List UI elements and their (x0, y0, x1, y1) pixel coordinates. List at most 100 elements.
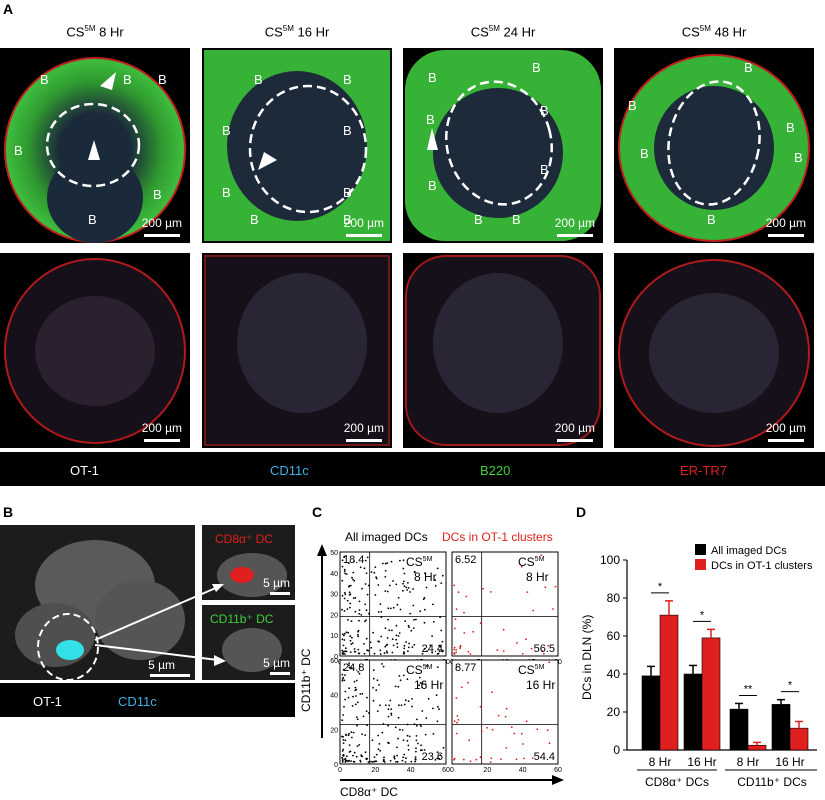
bar-group-label: CD8α⁺ DCs (645, 775, 709, 789)
flow-event-dot (341, 594, 344, 597)
flow-x-arrowhead (552, 775, 564, 785)
flow-event-dot (415, 739, 418, 742)
flow-event-dot (407, 749, 410, 751)
flow-event-dot (392, 580, 394, 582)
flow-event-dot (347, 696, 350, 699)
flow-event-dot (439, 754, 442, 757)
flow-event-dot (496, 649, 499, 652)
b-follicle-label: B (426, 112, 435, 127)
flow-event-dot (342, 754, 345, 756)
flow-event-dot (411, 705, 413, 708)
flow-event-dot (489, 591, 492, 593)
flow-event-dot (378, 684, 380, 686)
flow-event-dot (394, 726, 397, 729)
flow-event-dot (367, 649, 370, 652)
flow-event-dot (502, 650, 505, 652)
flow-event-dot (351, 576, 353, 579)
flow-event-dot (341, 761, 344, 763)
bar-y-tick-label: 80 (607, 591, 621, 605)
flow-y-tick: 10 (330, 633, 338, 640)
flow-event-dot (344, 647, 347, 650)
flow-event-dot (349, 635, 352, 638)
flow-event-dot (354, 650, 357, 653)
flow-event-dot (505, 747, 508, 749)
flow-event-dot (392, 606, 395, 609)
b-follicle-label: B (254, 72, 263, 87)
flow-event-dot (347, 734, 350, 737)
flow-event-dot (438, 708, 440, 711)
flow-event-dot (345, 631, 348, 634)
flow-event-dot (344, 650, 347, 653)
flow-event-dot (415, 750, 417, 753)
flow-event-dot (383, 756, 385, 759)
flow-event-dot (355, 716, 358, 718)
flow-event-dot (343, 639, 346, 641)
flow-event-dot (425, 717, 428, 719)
flow-event-dot (356, 724, 358, 727)
flow-event-dot (363, 652, 366, 655)
flow-event-dot (491, 691, 493, 694)
panel-b-letter: B (3, 504, 14, 520)
flow-event-dot (347, 631, 350, 634)
flow-event-dot (457, 718, 460, 721)
flow-event-dot (341, 565, 344, 568)
flow-event-dot (424, 608, 426, 611)
flow-event-dot (455, 608, 458, 611)
lymph-node-image-48hr (614, 48, 814, 243)
flow-y-arrowhead (317, 544, 327, 556)
flow-event-dot (419, 723, 422, 726)
bar-y-tick-label: 40 (607, 667, 621, 681)
flow-event-dot (453, 720, 456, 723)
b-follicle-label: B (40, 72, 49, 87)
scale-bar-a (144, 234, 180, 237)
flow-event-dot (423, 596, 426, 599)
flow-event-dot (343, 610, 346, 612)
flow-event-dot (384, 590, 387, 592)
flow-event-dot (429, 644, 432, 647)
flow-event-dot (510, 726, 513, 729)
flow-event-dot (439, 616, 441, 619)
flow-event-dot (407, 587, 410, 589)
flow-event-dot (399, 679, 402, 682)
flow-x-tick: 40 (407, 767, 415, 774)
flow-event-dot (373, 652, 376, 655)
scale-label-a: 200 µm (141, 216, 182, 230)
flow-event-dot (364, 751, 367, 754)
flow-sample-label: CS5M (406, 555, 433, 569)
flow-event-dot (407, 650, 409, 652)
flow-event-dot (407, 624, 410, 627)
flow-event-dot (438, 758, 441, 760)
significance-marker: * (658, 581, 663, 593)
flow-plot-frame (451, 659, 559, 765)
flow-event-dot (345, 755, 348, 758)
scale-bar-a (346, 439, 382, 442)
flow-event-dot (358, 652, 361, 655)
flow-quadrant-bottom-right: 56.5 (534, 643, 555, 655)
flow-event-dot (407, 744, 410, 747)
flow-event-dot (381, 731, 384, 734)
legend-label: All imaged DCs (711, 545, 787, 557)
flow-event-dot (424, 733, 427, 736)
flow-event-dot (415, 724, 418, 727)
flow-event-dot (523, 757, 525, 760)
flow-event-dot (359, 566, 362, 569)
flow-event-dot (389, 759, 392, 762)
flow-event-dot (384, 576, 387, 578)
flow-event-dot (436, 757, 439, 760)
flow-event-dot (366, 593, 369, 596)
flow-event-dot (392, 644, 395, 647)
flow-event-dot (456, 721, 458, 724)
flow-event-dot (516, 642, 518, 644)
flow-event-dot (370, 760, 372, 763)
flow-event-dot (432, 733, 435, 735)
flow-event-dot (375, 577, 378, 580)
b-follicle-label: B (744, 60, 753, 75)
b-follicle-label: B (540, 162, 549, 177)
flow-event-dot (462, 758, 465, 761)
flow-event-dot (411, 698, 413, 700)
flow-event-dot (366, 724, 368, 727)
flow-event-dot (354, 610, 357, 613)
scale-label-a: 200 µm (765, 421, 806, 435)
bar-group-label: CD11b⁺ DCs (737, 775, 806, 789)
